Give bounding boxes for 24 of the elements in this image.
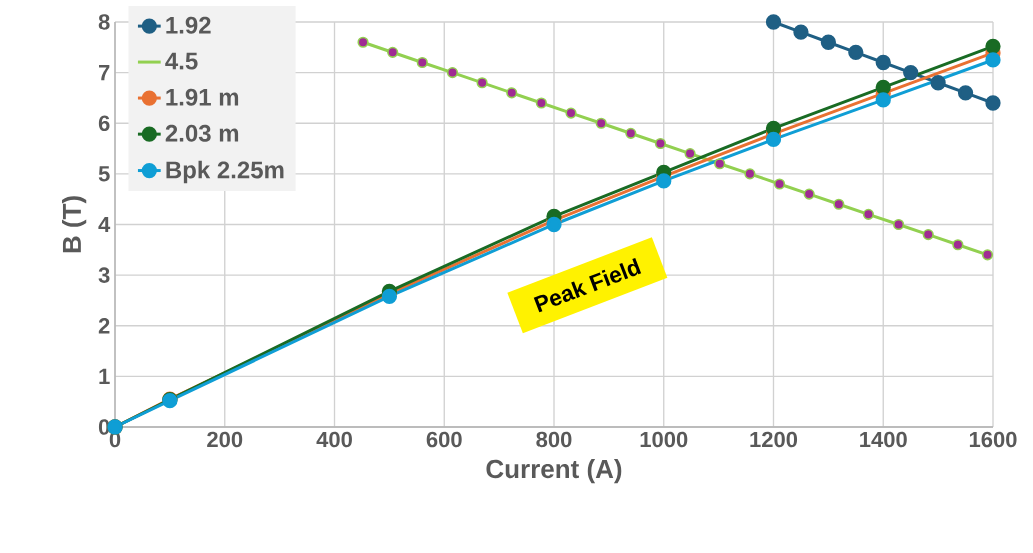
y-axis-title: B (T) xyxy=(62,196,87,253)
y-tick-label: 5 xyxy=(98,166,110,182)
x-tick-label: 200 xyxy=(207,431,243,448)
x-tick-label: 1600 xyxy=(969,431,1017,448)
y-tick-label: 4 xyxy=(98,216,111,233)
x-tick-label: 600 xyxy=(426,431,462,448)
x-tick-label: 1000 xyxy=(640,431,688,448)
annotation: Peak Field xyxy=(533,257,642,313)
legend-label: 4.5 xyxy=(165,52,198,70)
x-tick-label: 1400 xyxy=(860,431,907,448)
y-tick-label: 7 xyxy=(99,65,110,81)
y-tick-label: 6 xyxy=(98,115,110,132)
x-tick-label: 1200 xyxy=(750,431,798,448)
legend-label: 1.91 m xyxy=(166,88,239,106)
legend-label: 1.92 xyxy=(166,16,211,34)
x-axis-title: Current (A) xyxy=(486,459,622,484)
x-tick-label: 400 xyxy=(316,431,352,448)
y-tick-label: 1 xyxy=(99,368,110,384)
y-tick-label: 3 xyxy=(98,267,110,283)
y-tick-label: 8 xyxy=(98,14,110,30)
x-tick-label: 800 xyxy=(536,431,572,448)
legend-label: 2.03 m xyxy=(165,124,239,142)
y-tick-label: 2 xyxy=(98,318,110,334)
legend-label: Bpk 2.25m xyxy=(166,160,284,184)
